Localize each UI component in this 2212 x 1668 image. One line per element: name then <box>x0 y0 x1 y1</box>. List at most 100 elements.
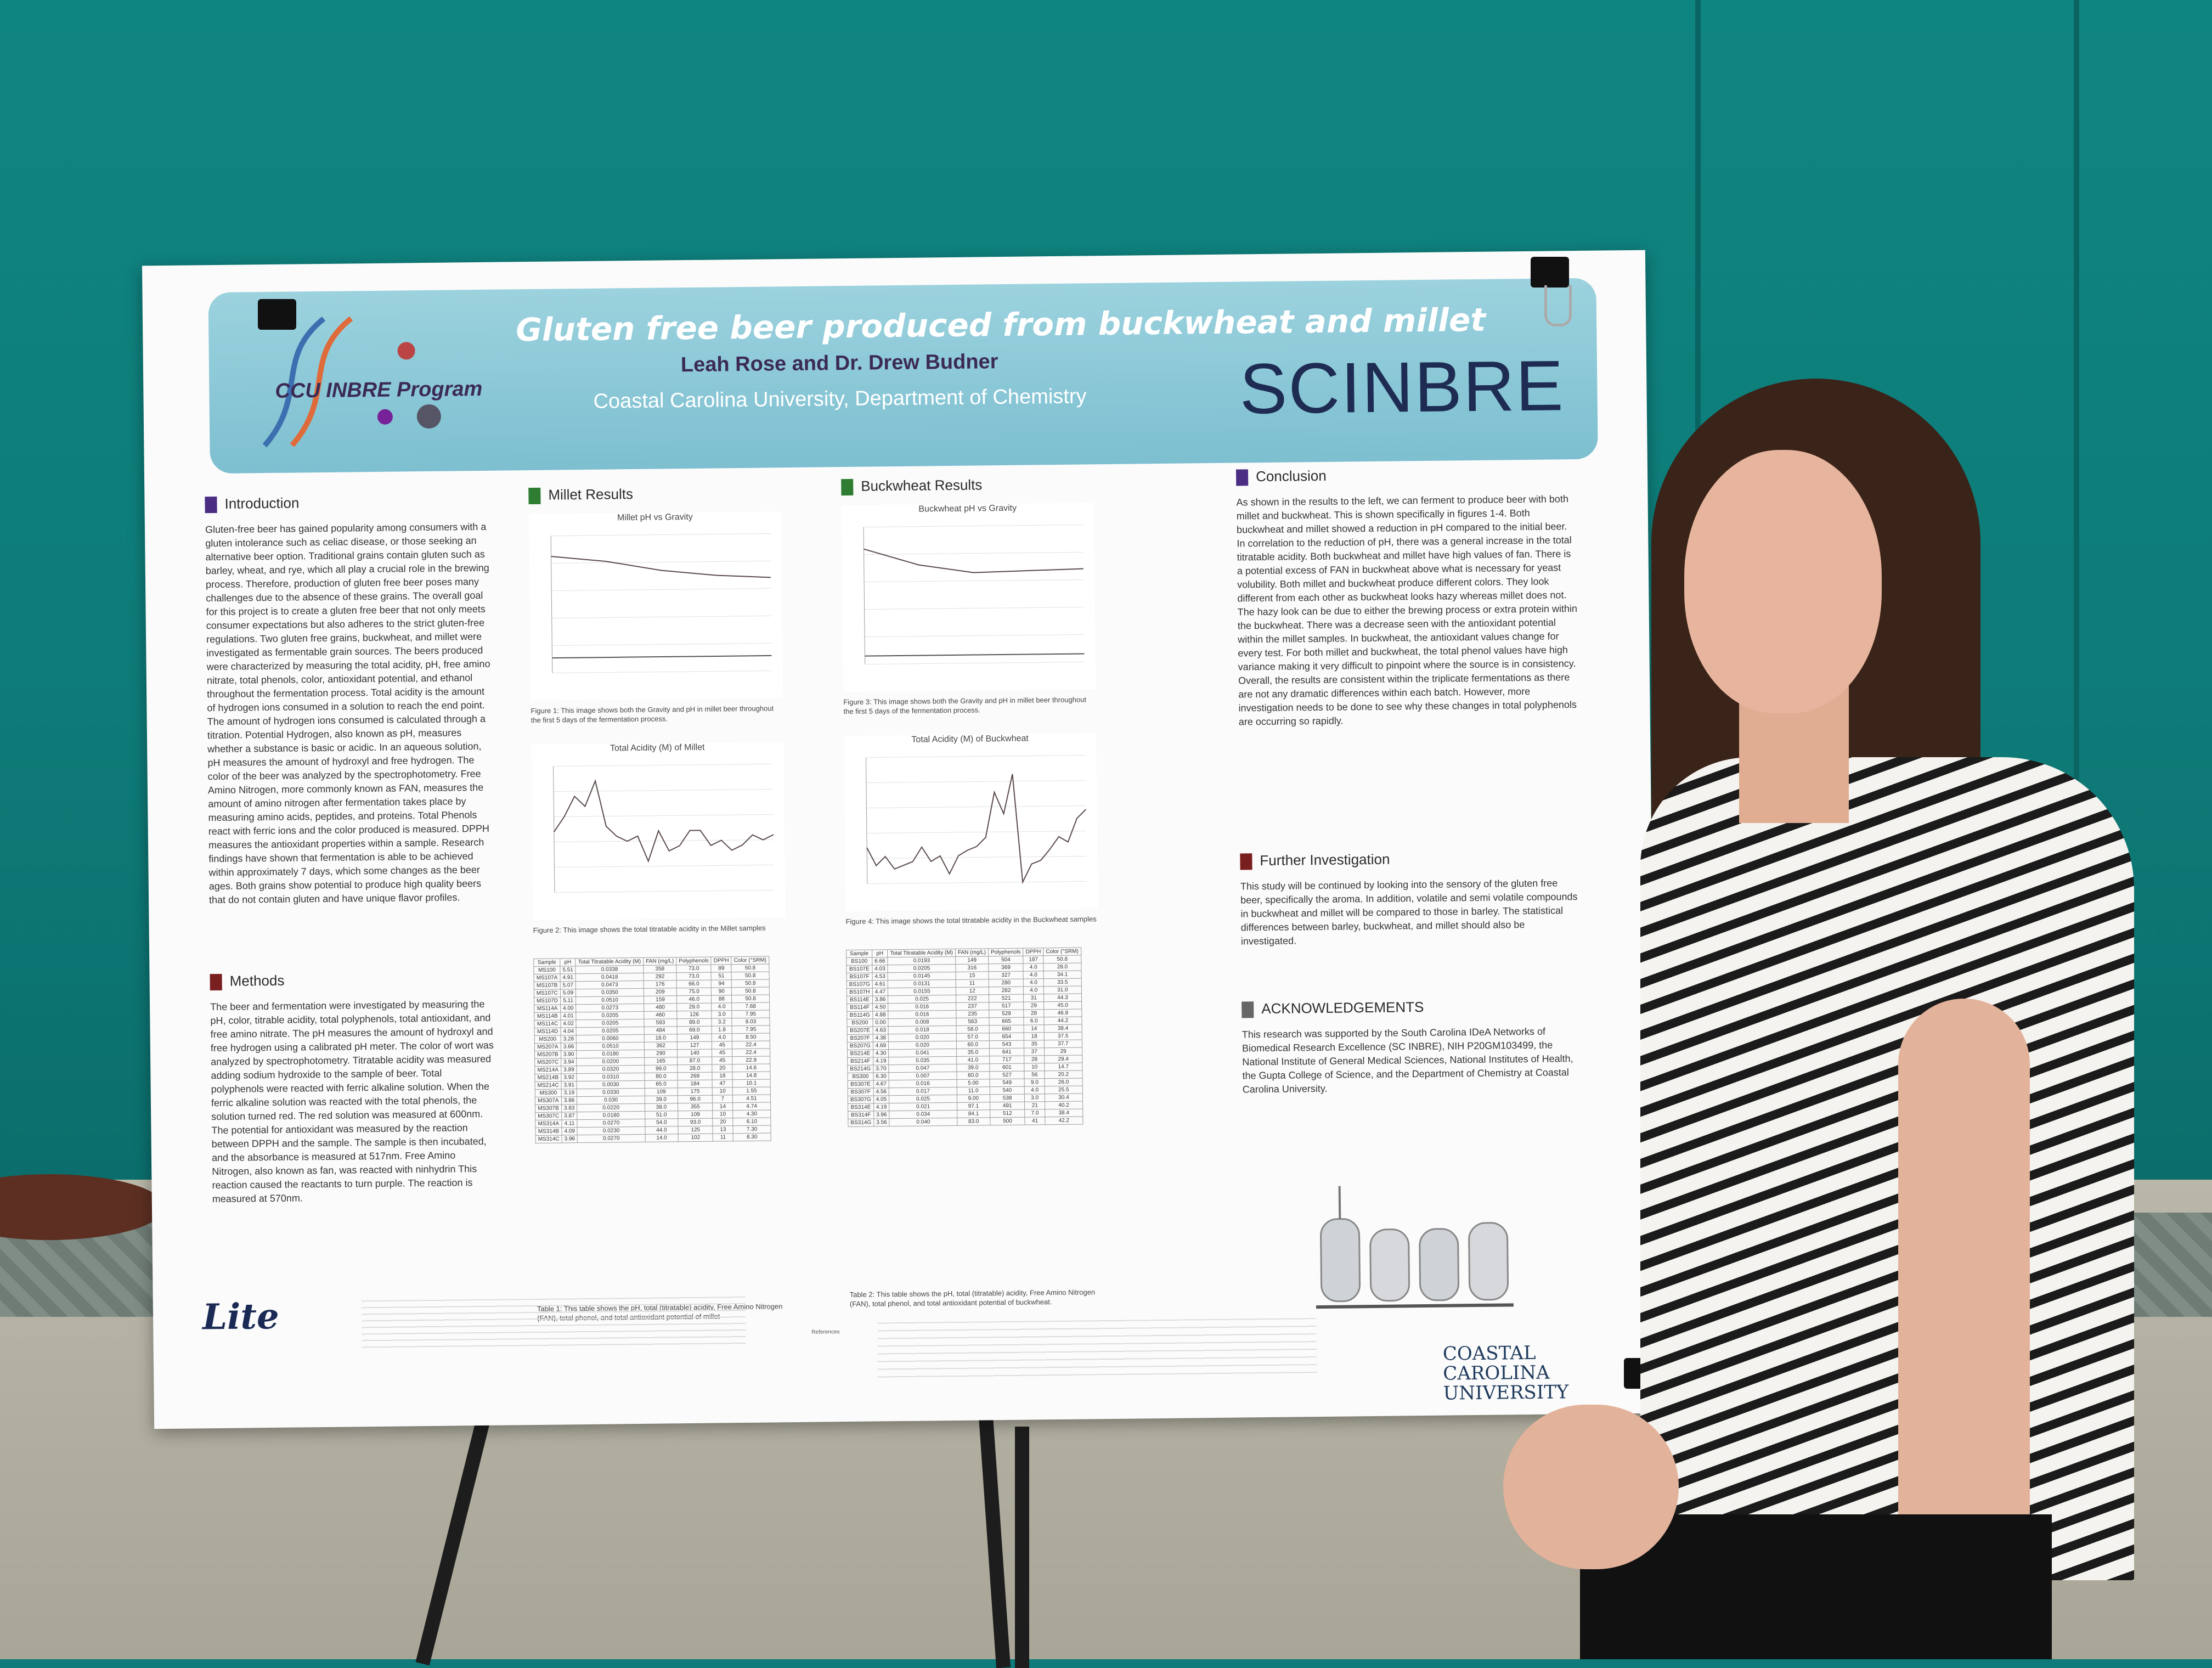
gridline <box>864 579 1084 583</box>
buckwheat-data-table: Sample pH Total Titratable Acidity (M) FAN … <box>846 948 1083 1127</box>
table-cell: 484 <box>644 1026 678 1035</box>
table-cell: BS314G <box>848 1119 874 1127</box>
table-cell: 0.0320 <box>577 1065 645 1074</box>
further-investigation-text: This study will be continued by looking … <box>1240 877 1578 947</box>
table-cell: 11 <box>955 979 989 988</box>
table-cell: 140 <box>677 1049 713 1057</box>
table-cell: 0.0155 <box>888 987 956 996</box>
table-cell: 3.91 <box>561 1081 577 1089</box>
table-cell: 56 <box>1024 1070 1045 1079</box>
table-cell: BS300 <box>847 1073 873 1081</box>
table-cell: 50.8 <box>731 964 769 972</box>
table-cell: 3.0 <box>1024 1094 1045 1102</box>
chart-title: Total Acidity (M) of Buckwheat <box>911 734 1029 745</box>
table-cell: 235 <box>956 1010 989 1018</box>
table-cell: 0.025 <box>889 1095 957 1103</box>
table-cell: BS314F <box>848 1111 874 1119</box>
table-cell: 209 <box>644 988 677 996</box>
table-cell: 4.74 <box>732 1102 771 1111</box>
table-cell: 5.11 <box>560 996 576 1005</box>
table-cell: MS107D <box>534 996 561 1005</box>
table-cell: 0.00 <box>872 1018 889 1027</box>
y-axis <box>550 536 553 673</box>
woman-face <box>1684 450 1882 713</box>
gridline <box>551 533 771 537</box>
column-header: Color (°SRM) <box>1043 948 1081 956</box>
table-cell: 127 <box>677 1041 712 1050</box>
table-cell: 39.0 <box>956 1063 990 1072</box>
table-cell: 538 <box>990 1094 1025 1102</box>
table-cell: 65.0 <box>644 1080 678 1089</box>
table-cell: 529 <box>989 1010 1024 1018</box>
table-cell: 4.38 <box>873 1034 889 1042</box>
table-cell: 5.07 <box>560 981 576 989</box>
further-investigation-heading: Further Investigation <box>1240 851 1390 870</box>
table-cell: 14 <box>712 1102 733 1111</box>
table-cell: 45 <box>712 1041 732 1050</box>
table-cell: 237 <box>956 1002 989 1011</box>
table-cell: 3.86 <box>561 1096 577 1105</box>
table-cell: 14.6 <box>732 1063 770 1072</box>
table-cell: 44.0 <box>645 1126 679 1135</box>
table-cell: 717 <box>989 1056 1025 1064</box>
table-cell: 29.4 <box>1044 1055 1082 1063</box>
table-cell: 31 <box>1023 994 1044 1002</box>
y-axis <box>553 766 555 893</box>
table-cell: 0.0205 <box>576 1011 644 1020</box>
references-list <box>877 1318 1317 1383</box>
chart-title: Millet pH vs Gravity <box>617 512 693 523</box>
wall-seam <box>2074 0 2079 1180</box>
table-cell: 5.00 <box>956 1079 990 1087</box>
table-cell: 60.0 <box>956 1071 990 1080</box>
table-cell: 527 <box>989 1071 1025 1079</box>
series-line <box>864 548 1084 573</box>
table-cell: 355 <box>678 1103 713 1111</box>
table-cell: 18 <box>1024 1032 1045 1041</box>
table-cell: 4.69 <box>873 1041 889 1050</box>
table-cell: 4.19 <box>873 1057 889 1066</box>
poster-affiliation: Coastal Carolina University, Department … <box>593 385 1087 413</box>
table-cell: 46.9 <box>1043 1009 1082 1017</box>
binder-clip <box>1531 257 1569 288</box>
gridline <box>866 754 1086 758</box>
table-cell: 0.0310 <box>577 1073 645 1081</box>
table-cell: 60.0 <box>956 1040 990 1049</box>
table-cell: 593 <box>644 1018 678 1027</box>
table-cell: 97.1 <box>957 1102 990 1111</box>
table-cell: MS107C <box>534 989 561 998</box>
series-line <box>551 556 771 578</box>
table-cell: 89.0 <box>676 1018 712 1027</box>
gridline <box>554 889 774 893</box>
table-cell: 549 <box>989 1079 1025 1087</box>
series-line <box>865 653 1085 657</box>
table-cell: 4.05 <box>873 1095 889 1104</box>
figure-3-caption: Figure 3: This image shows both the Grav… <box>843 695 1087 716</box>
table-cell: 45 <box>712 1056 733 1065</box>
gridline <box>551 588 771 591</box>
table-cell: 21 <box>1024 1101 1045 1110</box>
table-cell: 4.04 <box>560 1027 577 1035</box>
gridline <box>866 805 1086 809</box>
table-cell: MS214B <box>534 1073 561 1082</box>
series-line <box>552 655 772 659</box>
methods-text: The beer and fermentation were investiga… <box>210 998 494 1205</box>
table-cell: 6.10 <box>733 1117 771 1126</box>
table-cell: 99.0 <box>644 1064 678 1073</box>
introduction-heading: Introduction <box>205 494 300 514</box>
column-header: Color (°SRM) <box>731 956 769 965</box>
table-cell: 0.0220 <box>577 1103 645 1112</box>
table-cell: 9.0 <box>1024 1078 1045 1087</box>
table-cell: 20 <box>713 1118 733 1126</box>
table-cell: 3.86 <box>872 995 888 1004</box>
brewing-equipment-image <box>1316 1186 1514 1309</box>
table-cell: 11.0 <box>956 1086 990 1095</box>
table-cell: 0.007 <box>889 1072 957 1080</box>
gridline <box>864 524 1084 528</box>
table-cell: MS207B <box>534 1050 561 1059</box>
table-cell: 269 <box>677 1072 713 1080</box>
table-cell: 0.021 <box>889 1102 957 1111</box>
table-cell: 3.2 <box>712 1018 732 1027</box>
buckwheat-acidity-chart: Total Acidity (M) of Buckwheat <box>844 733 1098 912</box>
figure-1-caption: Figure 1: This image shows both the Grav… <box>531 704 774 725</box>
table-cell: 14.8 <box>732 1071 770 1080</box>
